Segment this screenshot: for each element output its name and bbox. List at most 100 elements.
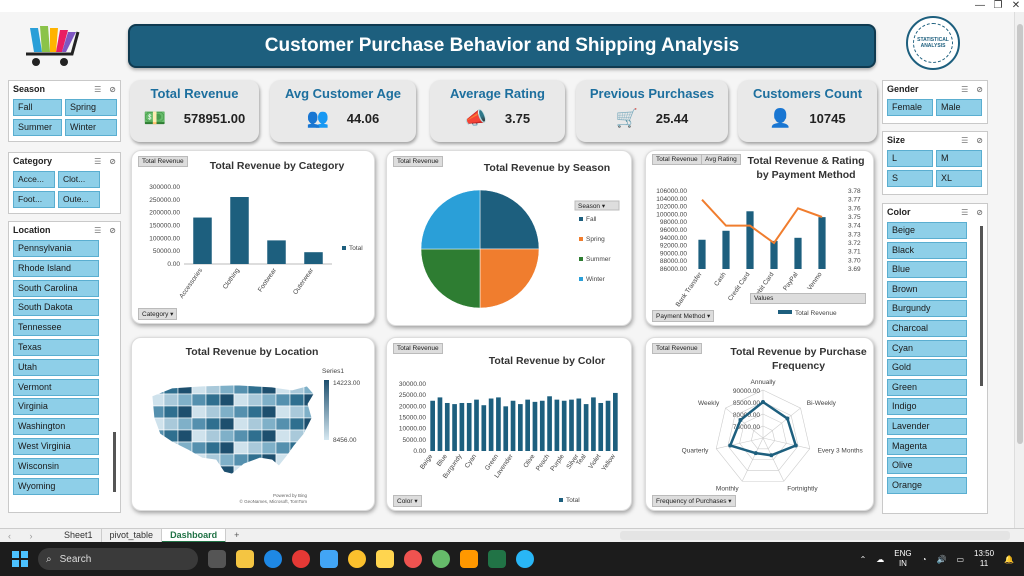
multi-select-icon[interactable]: ☰ (961, 207, 969, 217)
color-item[interactable]: Gold (887, 359, 967, 377)
season-item[interactable]: Fall (13, 99, 62, 116)
location-item[interactable]: Washington (13, 418, 99, 436)
color-item[interactable]: Orange (887, 476, 967, 494)
taskbar-search[interactable]: ⌕ Search (38, 548, 198, 570)
location-item[interactable]: Vermont (13, 378, 99, 396)
chart-card-frequency[interactable]: Total Revenue Total Revenue by Purchase … (645, 337, 874, 511)
notifications-icon[interactable]: 🔔 (1004, 554, 1014, 564)
season-item[interactable]: Spring (65, 99, 117, 116)
color-item[interactable]: Blue (887, 261, 967, 279)
clock[interactable]: 13:50 11 (974, 549, 994, 569)
chevron-up-icon[interactable]: ⌃ (859, 554, 867, 564)
values-tag[interactable]: Values (750, 293, 866, 304)
filter-dropdown[interactable]: Category ▾ (138, 308, 178, 320)
category-item[interactable]: Foot... (13, 191, 55, 208)
multi-select-icon[interactable]: ☰ (94, 84, 102, 94)
color-item[interactable]: Green (887, 378, 967, 396)
volume-icon[interactable]: 🔊 (936, 554, 947, 564)
vlc-icon[interactable] (460, 550, 478, 568)
notepad-icon[interactable] (320, 550, 338, 568)
multi-select-icon[interactable]: ☰ (961, 135, 969, 145)
opera-icon[interactable] (292, 550, 310, 568)
vertical-scrollbar[interactable] (1014, 12, 1024, 528)
multi-select-icon[interactable]: ☰ (961, 84, 969, 94)
filter-dropdown[interactable]: Frequency of Purchases ▾ (652, 495, 736, 507)
task-view-icon[interactable] (208, 550, 226, 568)
wifi-icon[interactable]: ◔ (921, 554, 927, 564)
location-item[interactable]: Wisconsin (13, 457, 99, 475)
onedrive-icon[interactable]: ☁ (876, 554, 885, 564)
chart-card-category[interactable]: Total Revenue Total Revenue by Category … (131, 150, 375, 324)
clear-filter-icon[interactable]: ⊘ (109, 156, 116, 166)
excel-icon[interactable] (488, 550, 506, 568)
slicer-scrollbar[interactable] (980, 226, 983, 386)
language-indicator[interactable]: ENG IN (894, 549, 911, 569)
category-item[interactable]: Oute... (58, 191, 100, 208)
settings-icon[interactable] (516, 550, 534, 568)
color-item[interactable]: Burgundy (887, 300, 967, 318)
field-tag[interactable]: Total Revenue (652, 343, 702, 354)
color-item[interactable]: Cyan (887, 339, 967, 357)
chart-card-season[interactable]: Total Revenue Total Revenue by Season Se… (386, 150, 632, 326)
clear-filter-icon[interactable]: ⊘ (976, 84, 983, 94)
field-tag[interactable]: Total Revenue (138, 156, 188, 167)
location-item[interactable]: Tennessee (13, 319, 99, 337)
tab-pivot-table[interactable]: pivot_table (102, 528, 163, 543)
restore-button[interactable]: ❐ (993, 0, 1003, 11)
windows-start-icon[interactable] (12, 551, 28, 567)
color-item[interactable]: Charcoal (887, 319, 967, 337)
color-item[interactable]: Indigo (887, 398, 967, 416)
gender-item[interactable]: Male (936, 99, 982, 116)
chrome-icon[interactable] (348, 550, 366, 568)
close-button[interactable]: ✕ (1011, 0, 1021, 11)
season-item[interactable]: Winter (65, 119, 117, 136)
size-item[interactable]: L (887, 150, 933, 167)
color-item[interactable]: Olive (887, 457, 967, 475)
chart-card-location[interactable]: Total Revenue by Location Series1 14223.0… (131, 337, 375, 511)
gender-item[interactable]: Female (887, 99, 933, 116)
season-item[interactable]: Summer (13, 119, 62, 136)
edge-icon[interactable] (264, 550, 282, 568)
filter-dropdown[interactable]: Payment Method ▾ (652, 310, 715, 322)
chrome-profile-icon[interactable] (404, 550, 422, 568)
horizontal-scrollbar[interactable] (620, 531, 1010, 540)
clear-filter-icon[interactable]: ⊘ (976, 207, 983, 217)
clear-filter-icon[interactable]: ⊘ (109, 225, 116, 235)
clear-filter-icon[interactable]: ⊘ (976, 135, 983, 145)
multi-select-icon[interactable]: ☰ (94, 225, 102, 235)
category-item[interactable]: Acce... (13, 171, 55, 188)
location-item[interactable]: Texas (13, 338, 99, 356)
battery-icon[interactable]: ▭ (956, 554, 964, 564)
field-tag[interactable]: Total Revenue (393, 156, 443, 167)
chart-card-color[interactable]: Total Revenue Total Revenue by Color 0.0… (386, 337, 632, 511)
category-item[interactable]: Clot... (58, 171, 100, 188)
chrome-profile-2-icon[interactable] (432, 550, 450, 568)
scrollbar-thumb[interactable] (1017, 24, 1023, 444)
chart-card-payment[interactable]: Total Revenue Avg Rating Total Revenue &… (645, 150, 874, 326)
size-item[interactable]: M (936, 150, 982, 167)
color-item[interactable]: Beige (887, 222, 967, 239)
tab-dashboard[interactable]: Dashboard (162, 528, 227, 543)
sheet-nav-arrows[interactable]: ‹ › (8, 530, 41, 541)
color-item[interactable]: Black (887, 241, 967, 259)
field-tag[interactable]: Total Revenue (393, 343, 443, 354)
multi-select-icon[interactable]: ☰ (94, 156, 102, 166)
filter-dropdown[interactable]: Color ▾ (393, 495, 422, 507)
location-item[interactable]: Pennsylvania (13, 240, 99, 257)
location-item[interactable]: Utah (13, 358, 99, 376)
file-explorer-icon[interactable] (236, 550, 254, 568)
location-item[interactable]: South Carolina (13, 279, 99, 297)
minimize-button[interactable]: — (975, 0, 985, 11)
color-item[interactable]: Brown (887, 280, 967, 298)
color-item[interactable]: Lavender (887, 417, 967, 435)
clear-filter-icon[interactable]: ⊘ (109, 84, 116, 94)
add-sheet-button[interactable]: + (234, 529, 240, 540)
tab-sheet1[interactable]: Sheet1 (56, 528, 102, 543)
location-item[interactable]: Virginia (13, 398, 99, 416)
size-item[interactable]: S (887, 170, 933, 187)
color-item[interactable]: Magenta (887, 437, 967, 455)
field-tag[interactable]: Avg Rating (701, 154, 741, 165)
location-item[interactable]: West Virginia (13, 437, 99, 455)
size-item[interactable]: XL (936, 170, 982, 187)
location-item[interactable]: Wyoming (13, 477, 99, 495)
